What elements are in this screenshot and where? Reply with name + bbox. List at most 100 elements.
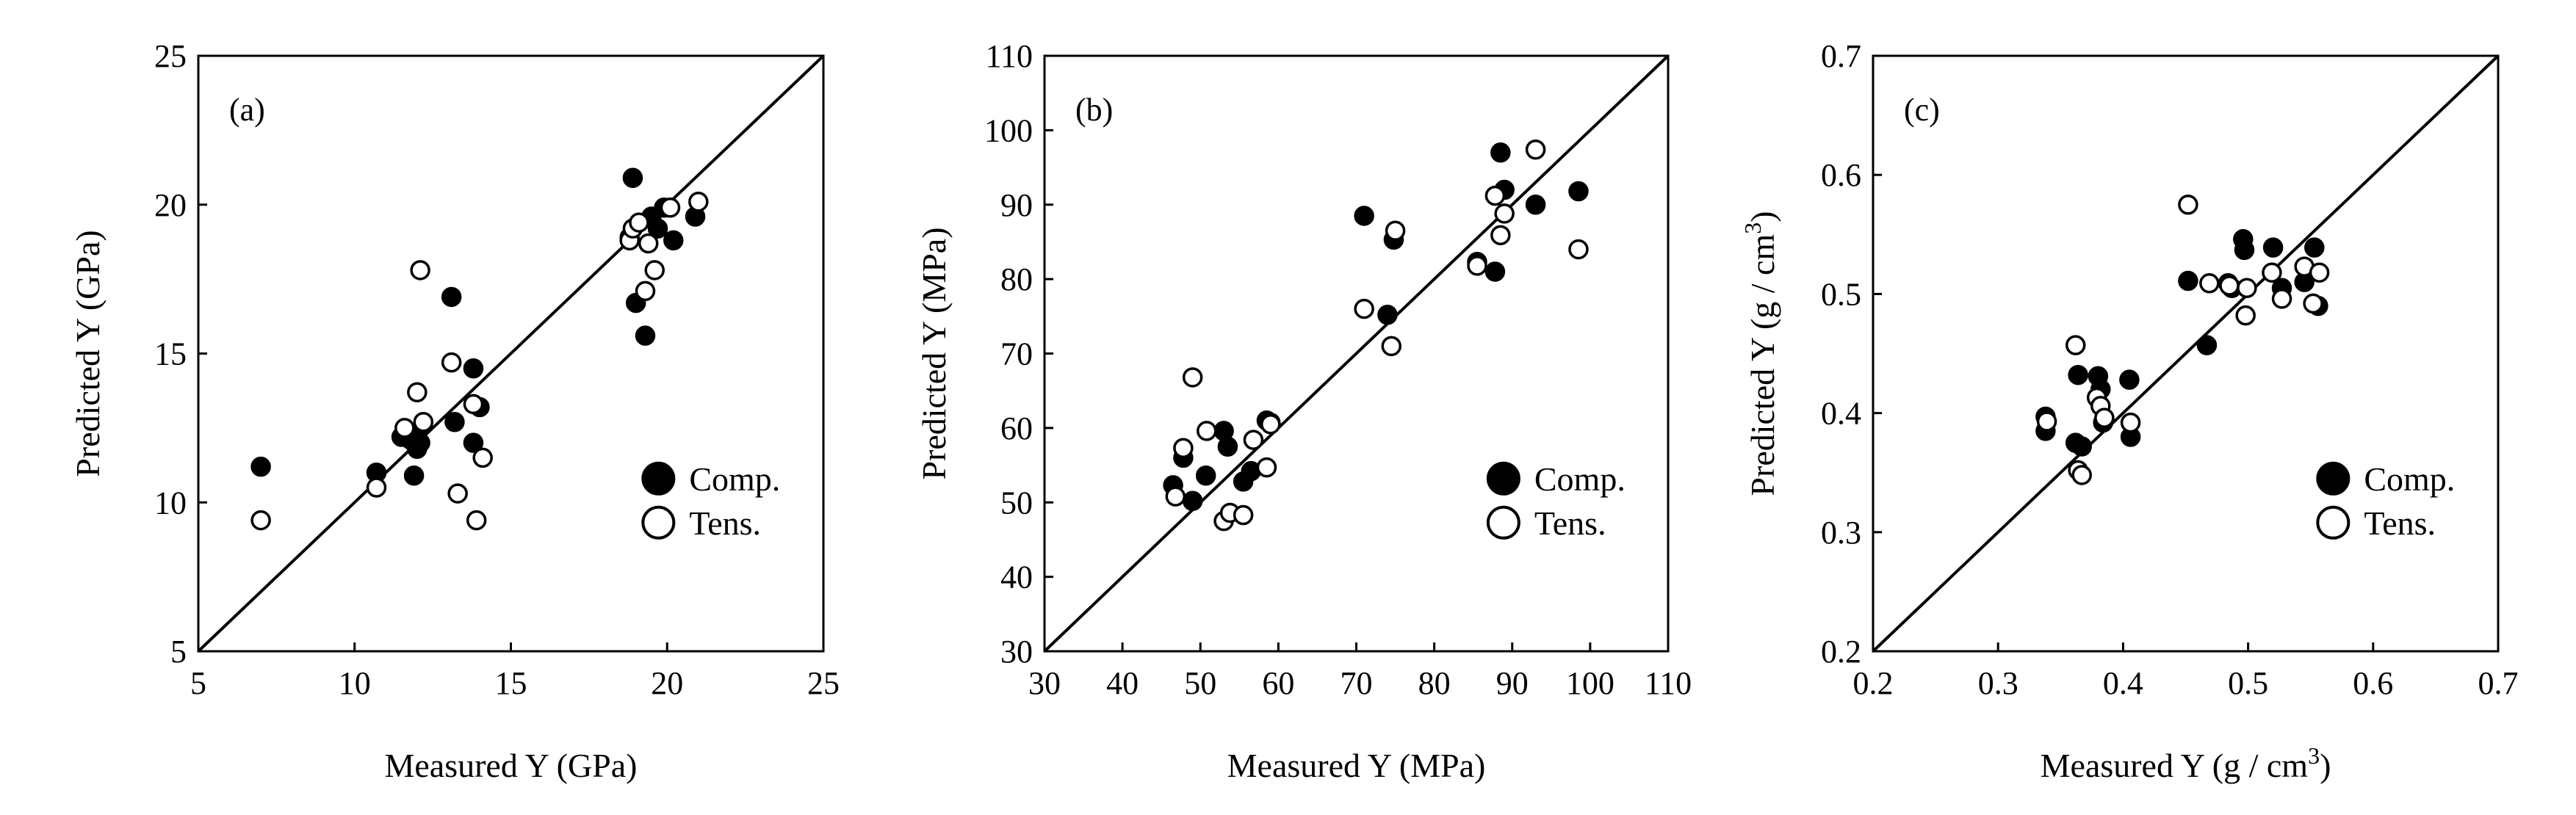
legend-label-tens: Tens. [689, 504, 761, 542]
x-tick-label: 30 [1028, 665, 1061, 701]
point-comp [663, 230, 684, 251]
point-tens [1260, 414, 1281, 435]
point-comp [622, 167, 643, 189]
x-tick-label: 0.2 [1853, 665, 1894, 701]
point-tens [660, 198, 681, 218]
point-comp [441, 286, 462, 308]
y-tick-label: 0.4 [1821, 396, 1861, 432]
point-tens [644, 260, 665, 280]
y-tick-label: 0.7 [1821, 38, 1861, 74]
panel-label: (c) [1904, 92, 1940, 128]
x-tick-label: 50 [1184, 665, 1216, 701]
point-comp [250, 456, 271, 477]
point-tens [1182, 367, 1203, 388]
point-tens [1484, 185, 1506, 206]
y-tick-label: 0.5 [1821, 276, 1861, 312]
panel-label: (a) [229, 92, 265, 128]
point-tens [1490, 225, 1511, 246]
point-comp [647, 218, 668, 239]
point-tens [1196, 421, 1217, 441]
point-tens [1165, 486, 1186, 507]
point-tens [2262, 262, 2282, 283]
identity-line [1043, 54, 1670, 653]
x-axis-title: Measured Y (GPa) [384, 747, 637, 784]
x-tick-label: 0.4 [2103, 665, 2143, 701]
point-comp [2071, 436, 2092, 457]
point-comp [2196, 335, 2218, 355]
y-tick-label: 15 [154, 336, 187, 372]
x-axis-title: Measured Y (g / cm3) [2041, 742, 2331, 784]
point-tens [1243, 430, 1264, 450]
point-tens [2120, 412, 2141, 433]
scatter-panel-2: 30 40 50 60 70 80 90 100 110 30 40 50 60 70 80 90 100 110… [915, 38, 1692, 784]
legend-label-comp: Comp. [689, 460, 780, 498]
x-tick-label: 110 [1645, 665, 1692, 701]
y-tick-label: 40 [1000, 559, 1033, 595]
point-tens [1494, 203, 1515, 224]
point-comp [2234, 239, 2255, 261]
legend-marker-tens [1486, 505, 1520, 540]
legend-marker-tens [641, 505, 676, 540]
y-tick-label: 25 [154, 38, 187, 74]
point-tens [629, 212, 649, 233]
point-tens [472, 447, 493, 468]
point-tens [463, 394, 484, 415]
point-tens [2065, 335, 2086, 355]
point-comp [1182, 490, 1203, 511]
y-tick-label: 80 [1000, 261, 1033, 297]
legend-label-tens: Tens. [2364, 504, 2436, 542]
y-tick-label: 10 [154, 485, 187, 521]
point-tens [466, 510, 487, 531]
legend-marker-comp [1486, 461, 1520, 496]
y-tick-label: 70 [1000, 336, 1033, 372]
identity-line [1872, 54, 2500, 653]
x-tick-label: 20 [651, 665, 683, 701]
x-tick-label: 0.6 [2353, 665, 2393, 701]
point-comp [2304, 237, 2325, 258]
point-tens [688, 191, 709, 212]
point-tens [1233, 504, 1254, 526]
point-comp [463, 432, 484, 453]
point-tens [250, 510, 271, 531]
y-tick-label: 50 [1000, 485, 1033, 521]
point-comp [1217, 436, 1238, 457]
y-tick-label: 20 [154, 187, 187, 223]
point-tens [2303, 293, 2323, 314]
point-tens [2309, 262, 2330, 283]
point-tens [2271, 289, 2292, 309]
legend-label-tens: Tens. [1534, 504, 1606, 542]
x-tick-label: 10 [339, 665, 371, 701]
y-axis-title: Predicted Y (g / cm3) [1739, 211, 1781, 496]
point-tens [2235, 305, 2256, 326]
point-tens [2071, 465, 2092, 485]
plot-frame [1872, 54, 2500, 653]
point-comp [2068, 364, 2088, 385]
x-tick-label: 5 [190, 665, 206, 701]
legend-label-comp: Comp. [1534, 460, 1626, 498]
point-comp [1377, 305, 1398, 325]
y-axis-title: Predicted Y (MPa) [915, 227, 953, 479]
point-tens [413, 412, 434, 432]
legend-label-comp: Comp. [2364, 460, 2455, 498]
point-comp [1354, 206, 1374, 226]
panel-label: (b) [1075, 92, 1113, 128]
legend-marker-tens [2316, 505, 2350, 540]
point-tens [1525, 139, 1546, 160]
point-tens [2199, 273, 2220, 294]
y-tick-label: 110 [986, 38, 1033, 74]
point-comp [444, 412, 465, 432]
y-tick-label: 0.6 [1821, 157, 1861, 193]
y-tick-label: 60 [1000, 410, 1033, 446]
point-tens [407, 382, 427, 402]
y-tick-label: 5 [170, 634, 187, 670]
point-tens [441, 352, 462, 373]
point-tens [638, 233, 659, 254]
x-tick-label: 0.5 [2228, 665, 2268, 701]
point-tens [394, 418, 415, 438]
x-tick-label: 40 [1106, 665, 1139, 701]
x-tick-label: 70 [1341, 665, 1373, 701]
point-comp [1484, 261, 1506, 282]
x-axis-title: Measured Y (MPa) [1227, 747, 1486, 784]
point-comp [2178, 270, 2198, 291]
